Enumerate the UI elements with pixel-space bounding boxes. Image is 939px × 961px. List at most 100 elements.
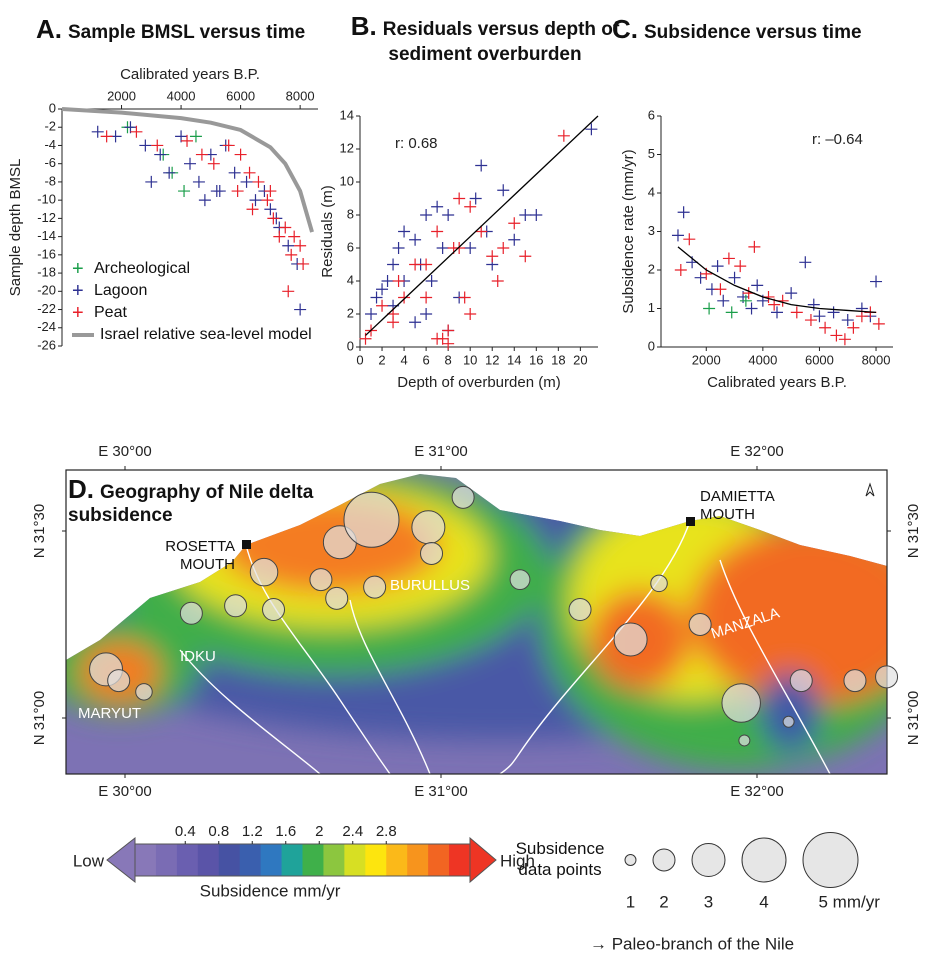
data-point [674,264,687,276]
data-point [804,314,817,327]
data-point [475,159,488,172]
x-tick-label: 8 [445,352,452,367]
colorbar-block [344,844,366,876]
panel-title: Subsidence versus time [644,22,862,43]
data-bubble [451,485,475,509]
data-point [431,332,444,345]
data-point [497,184,510,197]
data-point [198,194,211,207]
colorbar-block [155,844,178,876]
data-bubble [420,541,444,565]
series-line [365,115,599,336]
lon-tick-label: E 31°00 [414,443,468,460]
x-tick-label: 4000 [167,88,196,103]
data-bubble [262,598,286,622]
x-tick-label: 2 [378,352,385,367]
data-point [398,291,411,304]
legend-swatch: + [72,280,84,302]
data-point [420,308,433,320]
lon-tick-label: E 30°00 [98,443,152,460]
x-tick-label: 8000 [286,88,315,103]
colorbar-block [197,844,220,876]
legend-entry: + Lagoon [72,280,322,302]
data-point [297,257,310,270]
data-point [703,302,716,315]
data-point [420,291,433,304]
x-tick-label: 8000 [862,352,891,367]
size-legend-title-text: Subsidence data points [515,839,605,879]
data-point [491,275,504,287]
data-point [387,258,400,271]
data-bubble [179,601,203,625]
data-point [210,185,223,198]
data-point [827,306,840,319]
data-point [464,242,477,254]
size-legend-circle [741,837,787,883]
data-bubble [789,669,813,693]
place-label: BURULLUS [390,577,470,595]
data-point [497,242,510,254]
y-tick-label: 8 [347,206,354,221]
series-line [61,107,314,233]
y-tick-label: 0 [49,100,56,115]
data-point [370,291,383,304]
data-point [739,294,752,307]
size-legend-title: Subsidence data points [500,838,620,880]
colorbar-block [365,844,387,876]
colorbar-block [428,844,450,876]
data-point [178,185,191,198]
x-tick-label: 12 [485,352,499,367]
data-point [855,310,868,323]
data-point [207,157,220,170]
data-bubble [249,557,279,587]
data-point [748,240,761,253]
data-point [464,308,477,320]
data-point [181,134,194,147]
y-tick-label: 6 [347,239,354,254]
data-bubble [107,669,131,693]
data-bubble [875,665,899,689]
lat-tick-label: N 31°30 [905,504,922,558]
legend-swatch [72,333,94,337]
data-bubble [343,491,400,548]
legend-swatch: + [72,258,84,280]
data-point [192,175,205,188]
place-name: MARYUT [78,705,142,722]
y-axis-label: Residuals (m) [319,185,336,278]
data-point [409,316,422,329]
data-point [475,225,488,238]
mouth-marker [686,517,695,526]
data-point [530,209,543,221]
size-legend-circle [691,843,726,877]
data-point [469,192,482,205]
data-bubble [721,683,761,723]
data-point [184,157,196,170]
colorbar-high: High [500,851,535,870]
data-point [442,209,455,221]
x-tick-label: 16 [529,352,543,367]
x-tick-label: 4000 [748,352,777,367]
colorbar-tick-label: 1.6 [275,823,296,840]
annotation: r: –0.64 [812,131,863,148]
y-tick-label: 0 [648,338,655,353]
place-label: IDKU [180,648,216,666]
data-point [249,194,262,207]
colorbar-block [218,844,241,876]
data-bubble [688,613,712,636]
legend-swatch: + [72,302,84,324]
data-point [288,230,301,243]
annotation: r: 0.68 [395,135,438,152]
data-point [717,294,730,307]
data-bubble [325,586,349,610]
data-point [486,250,499,263]
data-point [231,185,244,198]
data-point [838,333,851,346]
chart-title: C. Subsidence versus time [612,14,862,45]
y-tick-label: 5 [648,146,655,161]
lat-tick-label: N 31°00 [31,691,48,745]
data-point [751,279,764,292]
y-tick-label: -24 [37,319,56,334]
y-tick-label: -10 [37,192,56,207]
